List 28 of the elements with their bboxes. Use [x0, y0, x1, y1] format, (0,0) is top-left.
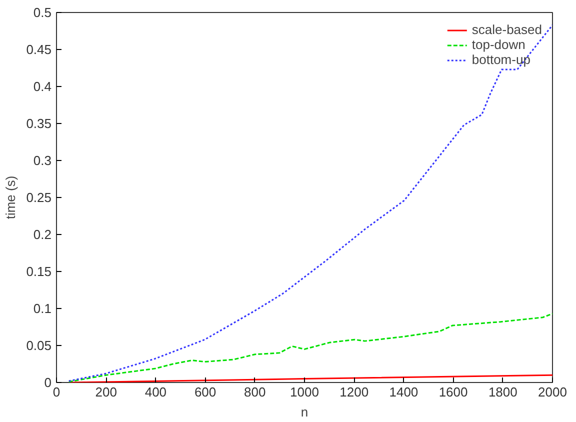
line-series: [68, 312, 552, 382]
y-tick-label: 0.2: [33, 227, 52, 242]
y-tick-label: 0.35: [26, 116, 52, 131]
y-tick-label: 0.4: [33, 79, 52, 94]
x-tick-label: 1600: [438, 384, 468, 400]
x-tick-label: 200: [95, 384, 117, 400]
y-tick-label: 0: [44, 375, 52, 390]
x-tick-label: 600: [194, 384, 216, 400]
x-tick-label: 800: [244, 384, 266, 400]
x-axis-title: n: [300, 404, 308, 420]
y-tick-label: 0.05: [26, 338, 52, 353]
line-series: [68, 24, 552, 382]
legend-label: scale-based: [472, 22, 542, 37]
y-tick-label: 0.25: [26, 190, 52, 205]
x-tick-label: 1400: [389, 384, 418, 400]
y-tick-label: 0.1: [33, 301, 52, 316]
y-tick-label: 0.5: [33, 5, 52, 20]
x-tick-label: 1200: [340, 384, 369, 400]
x-tick-label: 1000: [290, 384, 319, 400]
y-tick-label: 0.15: [26, 264, 52, 279]
y-tick-label: 0.3: [33, 153, 52, 168]
legend-label: top-down: [472, 37, 526, 52]
x-tick-label: 2000: [538, 384, 567, 400]
y-tick-label: 0.45: [26, 42, 52, 57]
y-axis-title: time (s): [3, 176, 18, 220]
legend-label: bottom-up: [472, 52, 530, 67]
x-tick-label: 1800: [488, 384, 518, 400]
x-tick-label: 400: [144, 384, 167, 400]
